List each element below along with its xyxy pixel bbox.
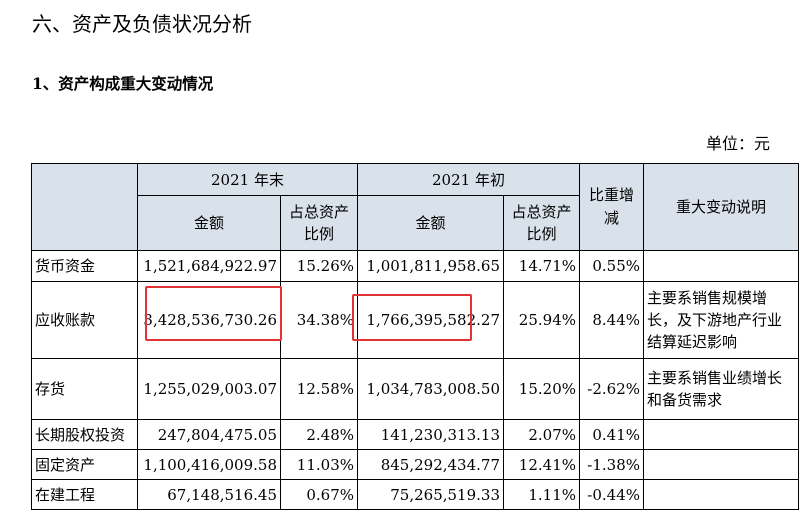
end-amount-cell: 67,148,516.45 — [137, 479, 281, 510]
asset-composition-table: 2021 年末 2021 年初 比重增减 重大变动说明 金额 占总资产比例 金额… — [31, 163, 799, 510]
ratio-header: 占总资产比例 — [503, 195, 580, 251]
start-ratio-cell: 12.41% — [503, 449, 580, 480]
start-ratio-cell: 25.94% — [503, 281, 580, 359]
note-cell — [643, 449, 799, 480]
row-item: 存货 — [31, 358, 138, 420]
year-start-header: 2021 年初 — [357, 163, 580, 196]
ratio-header: 占总资产比例 — [280, 195, 358, 251]
start-amount-cell: 845,292,434.77 — [357, 449, 504, 480]
table-row: 固定资产 1,100,416,009.58 11.03% 845,292,434… — [31, 449, 799, 480]
change-cell: -0.44% — [579, 479, 644, 510]
start-ratio-cell: 2.07% — [503, 419, 580, 450]
amount-header: 金额 — [137, 195, 281, 251]
table-row: 货币资金 1,521,684,922.97 15.26% 1,001,811,9… — [31, 250, 799, 282]
change-cell: -1.38% — [579, 449, 644, 480]
end-amount-cell: 247,804,475.05 — [137, 419, 281, 450]
end-amount-cell: 1,255,029,003.07 — [137, 358, 281, 420]
year-end-header: 2021 年末 — [137, 163, 358, 196]
table-row: 长期股权投资 247,804,475.05 2.48% 141,230,313.… — [31, 419, 799, 450]
start-amount-cell: 1,766,395,582.27 — [357, 281, 504, 359]
table-row: 存货 1,255,029,003.07 12.58% 1,034,783,008… — [31, 358, 799, 420]
end-ratio-cell: 34.38% — [280, 281, 358, 359]
table-row: 在建工程 67,148,516.45 0.67% 75,265,519.33 1… — [31, 479, 799, 510]
unit-label: 单位：元 — [705, 134, 770, 153]
end-ratio-cell: 15.26% — [280, 250, 358, 282]
amount-header: 金额 — [357, 195, 504, 251]
note-cell — [643, 250, 799, 282]
table-row: 应收账款 3,428,536,730.26 34.38% 1,766,395,5… — [31, 281, 799, 359]
start-ratio-cell: 14.71% — [503, 250, 580, 282]
end-amount-cell: 3,428,536,730.26 — [137, 281, 281, 359]
change-cell: -2.62% — [579, 358, 644, 420]
end-ratio-cell: 12.58% — [280, 358, 358, 420]
change-cell: 0.41% — [579, 419, 644, 450]
row-item: 应收账款 — [31, 281, 138, 359]
explain-header: 重大变动说明 — [643, 163, 799, 251]
start-ratio-cell: 1.11% — [503, 479, 580, 510]
start-amount-cell: 1,034,783,008.50 — [357, 358, 504, 420]
start-amount-cell: 1,001,811,958.65 — [357, 250, 504, 282]
row-item: 固定资产 — [31, 449, 138, 480]
note-cell: 主要系销售业绩增长和备货需求 — [643, 358, 799, 420]
note-cell — [643, 479, 799, 510]
note-cell — [643, 419, 799, 450]
row-item: 在建工程 — [31, 479, 138, 510]
start-amount-cell: 141,230,313.13 — [357, 419, 504, 450]
end-ratio-cell: 0.67% — [280, 479, 358, 510]
subsection-title: 1、资产构成重大变动情况 — [32, 74, 214, 93]
change-cell: 0.55% — [579, 250, 644, 282]
note-cell: 主要系销售规模增长，及下游地产行业结算延迟影响 — [643, 281, 799, 359]
start-amount-cell: 75,265,519.33 — [357, 479, 504, 510]
end-amount-cell: 1,100,416,009.58 — [137, 449, 281, 480]
change-header: 比重增减 — [579, 163, 644, 251]
corner-header-cell — [31, 163, 138, 251]
row-item: 货币资金 — [31, 250, 138, 282]
end-amount-cell: 1,521,684,922.97 — [137, 250, 281, 282]
end-ratio-cell: 2.48% — [280, 419, 358, 450]
start-ratio-cell: 15.20% — [503, 358, 580, 420]
section-title: 六、资产及负债状况分析 — [32, 12, 252, 36]
end-ratio-cell: 11.03% — [280, 449, 358, 480]
change-cell: 8.44% — [579, 281, 644, 359]
row-item: 长期股权投资 — [31, 419, 138, 450]
